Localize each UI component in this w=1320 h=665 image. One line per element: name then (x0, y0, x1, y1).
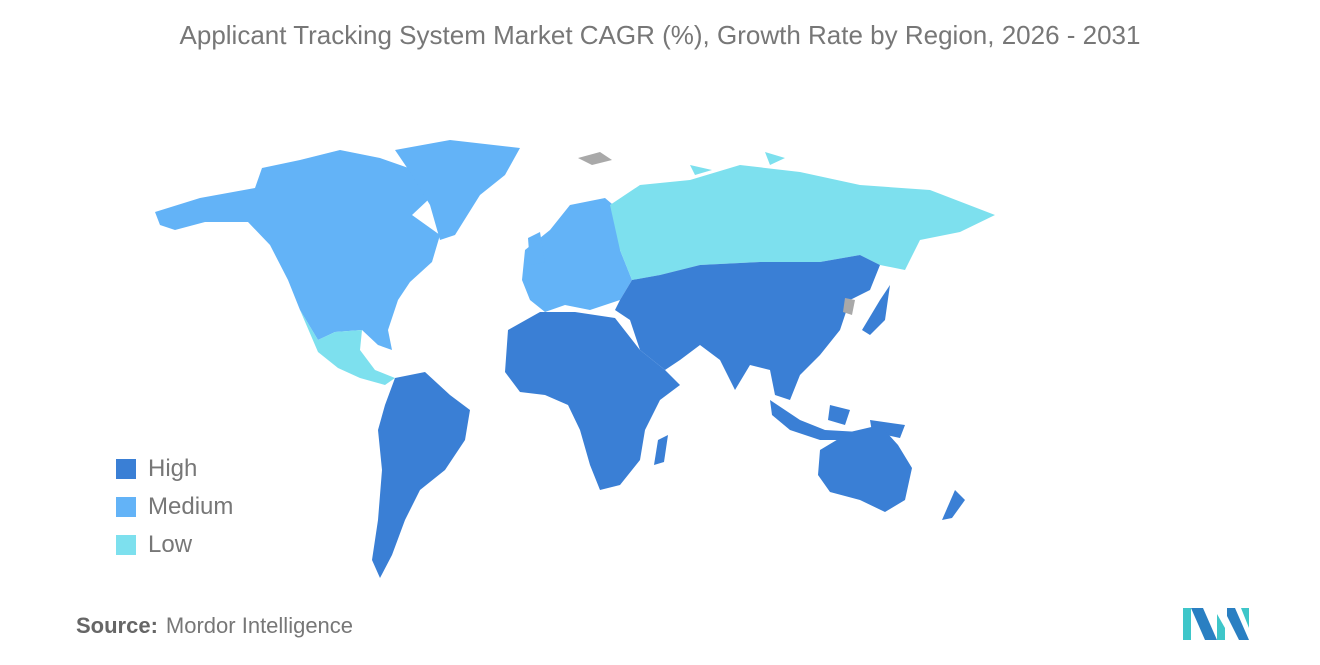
region-no-data-svalbard (578, 152, 612, 165)
legend-swatch-high (116, 459, 136, 479)
region-south-america (372, 372, 470, 578)
region-uk (528, 232, 545, 265)
legend-swatch-low (116, 535, 136, 555)
source-value: Mordor Intelligence (165, 613, 354, 638)
region-russia (610, 165, 995, 280)
region-australia (818, 425, 912, 512)
legend: High Medium Low (116, 450, 233, 564)
region-madagascar (654, 435, 668, 465)
legend-item-medium: Medium (116, 488, 233, 526)
legend-label: Low (148, 531, 193, 558)
legend-label: High (148, 455, 198, 482)
region-japan (862, 285, 890, 335)
region-new-zealand (942, 490, 965, 520)
region-indonesia (770, 400, 905, 440)
legend-swatch-medium (116, 497, 136, 517)
region-no-data-korea (843, 298, 855, 315)
source-label: Source: (76, 613, 158, 638)
legend-item-high: High (116, 450, 233, 488)
mordor-intelligence-logo (1183, 608, 1249, 640)
region-europe (522, 198, 632, 312)
region-asia (615, 255, 880, 400)
region-greenland (395, 140, 520, 240)
legend-item-low: Low (116, 526, 233, 564)
chart-title: Applicant Tracking System Market CAGR (%… (179, 20, 1141, 50)
region-russia-islands (690, 152, 785, 175)
region-africa (505, 312, 680, 490)
region-north-america (155, 150, 440, 350)
source-note: Source: Mordor Intelligence (76, 613, 353, 639)
region-central-america (300, 310, 395, 385)
legend-label: Medium (148, 493, 234, 520)
